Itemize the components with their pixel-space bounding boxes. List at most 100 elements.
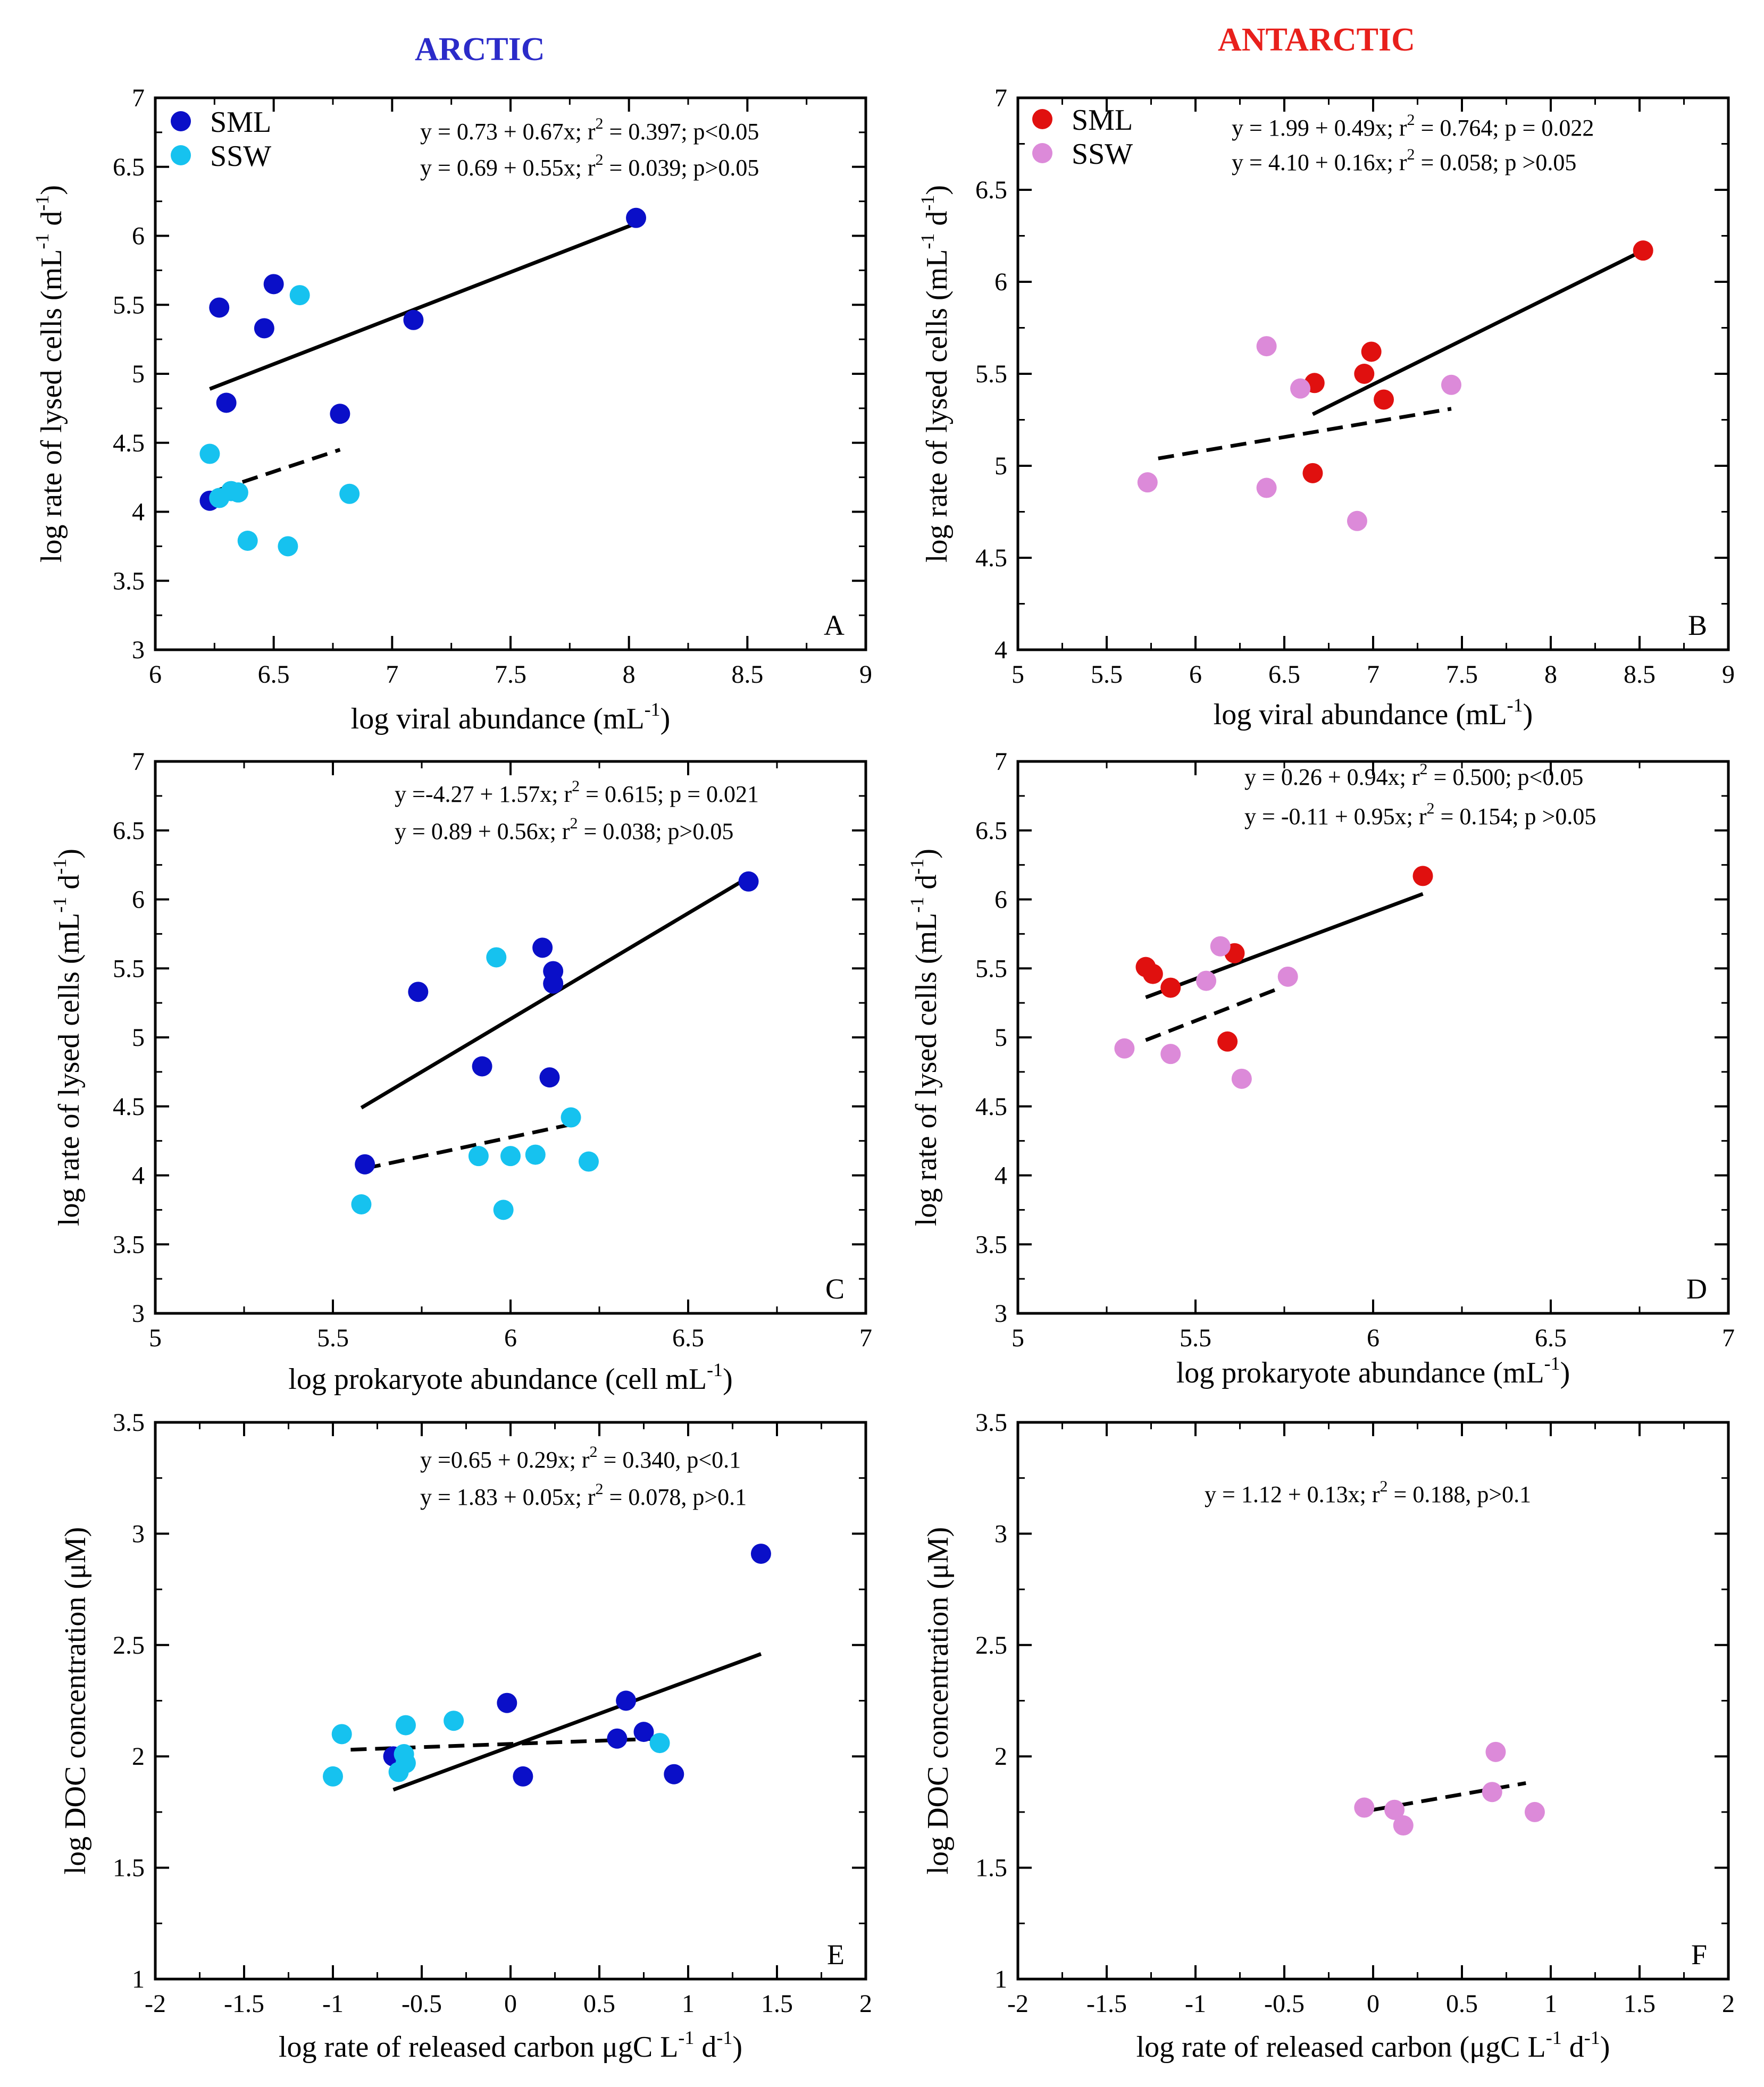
arctic-title: ARCTIC: [415, 31, 545, 68]
data-point-sml: [497, 1692, 517, 1713]
data-point-ssw: [1524, 1801, 1545, 1822]
y-tick-label: 5.5: [975, 360, 1007, 388]
legend-marker-ssw: [1032, 143, 1052, 163]
y-tick-label: 2: [994, 1742, 1007, 1771]
y-tick-label: 5: [132, 360, 145, 388]
x-tick-label: 7: [386, 660, 398, 689]
data-point-ssw: [1290, 378, 1311, 399]
fit-line-ssw: [1158, 407, 1452, 460]
y-tick-label: 3.5: [975, 1409, 1007, 1437]
x-tick-label: 9: [1722, 660, 1735, 689]
x-tick-label: 7: [1367, 660, 1380, 689]
data-point-sml: [254, 318, 274, 339]
data-point-sml: [1160, 977, 1181, 998]
x-tick-label: 7: [1722, 1324, 1735, 1352]
plot-frame: [1016, 760, 1730, 1315]
data-point-ssw: [1485, 1741, 1506, 1762]
legend-label: SML: [1072, 104, 1133, 137]
y-tick-label: 4.5: [113, 429, 145, 457]
data-point-ssw: [395, 1715, 416, 1736]
fit-line-sml: [1145, 892, 1424, 1000]
y-tick-label: 4: [994, 1162, 1007, 1190]
x-tick-label: 6: [1189, 660, 1202, 689]
data-point-ssw: [500, 1146, 521, 1167]
x-tick-label: 7.5: [1446, 660, 1478, 689]
y-tick-label: 3.5: [113, 1409, 145, 1437]
data-point-sml: [1374, 389, 1394, 410]
x-tick-label: -1.5: [1086, 1990, 1127, 2018]
y-tick-label: 3: [132, 636, 145, 664]
y-axis-label: log rate of lysed cells (mL-1 d-1): [49, 849, 86, 1226]
y-tick-label: 3.5: [113, 567, 145, 595]
data-point-ssw: [1196, 970, 1217, 991]
fit-line-sml: [392, 1652, 762, 1792]
x-tick-label: -0.5: [402, 1990, 442, 2018]
data-point-sml: [209, 297, 230, 318]
data-point-ssw: [351, 1194, 372, 1214]
data-point-ssw: [395, 1753, 416, 1773]
regression-equation: y =-4.27 + 1.57x; r2 = 0.615; p = 0.021: [395, 777, 759, 807]
x-tick-label: 0.5: [1446, 1990, 1478, 2018]
x-tick-label: 0: [1367, 1990, 1380, 2018]
data-point-sml: [607, 1728, 628, 1749]
x-tick-label: 6: [1367, 1324, 1380, 1352]
regression-equation: y = 4.10 + 0.16x; r2 = 0.058; p >0.05: [1232, 146, 1576, 175]
panel-E: -2 -1.5 -1 -0.5 0 0.5 1 1.5 2 1 1.5 2 2.5 3 3.5 log rat…: [59, 1409, 872, 2064]
data-point-ssw: [278, 536, 298, 557]
y-axis-label: log rate of lysed cells (mL-1 d-1): [906, 849, 943, 1226]
data-point-sml: [1633, 240, 1653, 261]
x-tick-label: 9: [859, 660, 872, 689]
data-point-ssw: [1393, 1815, 1414, 1836]
y-tick-label: 4.5: [975, 1093, 1007, 1121]
legend-marker-sml: [1032, 109, 1052, 129]
data-point-ssw: [1277, 966, 1298, 987]
fit-line-ssw: [1145, 987, 1278, 1042]
data-point-ssw: [339, 483, 360, 504]
fit-line-sml: [209, 221, 637, 391]
data-point-ssw: [1160, 1044, 1181, 1065]
x-tick-label: 5.5: [1180, 1324, 1211, 1352]
data-point-sml: [408, 982, 429, 1002]
x-tick-label: 6.5: [1535, 1324, 1567, 1352]
y-tick-label: 3.5: [975, 1230, 1007, 1259]
regression-equation: y = -0.11 + 0.95x; r2 = 0.154; p >0.05: [1244, 800, 1596, 829]
data-point-ssw: [486, 947, 507, 968]
y-tick-label: 7: [132, 748, 145, 776]
data-point-sml: [750, 1544, 771, 1564]
data-point-ssw: [561, 1107, 581, 1128]
panel-A: 6 6.5 7 7.5 8 8.5 9 3 3.5 4 4.5 5 5.5 6 6.5 7 log viral …: [31, 84, 872, 735]
x-tick-label: 5.5: [1091, 660, 1123, 689]
x-tick-label: 6.5: [258, 660, 290, 689]
x-axis-label: log viral abundance (mL-1): [351, 699, 671, 735]
legend-label: SSW: [1072, 138, 1133, 171]
data-point-sml: [472, 1056, 492, 1077]
data-point-ssw: [331, 1724, 352, 1745]
y-tick-label: 5: [994, 452, 1007, 480]
y-tick-label: 6: [132, 886, 145, 914]
y-tick-label: 2.5: [113, 1631, 145, 1659]
data-point-ssw: [1231, 1068, 1252, 1089]
regression-equation: y = 1.83 + 0.05x; r2 = 0.078, p>0.1: [420, 1480, 747, 1510]
y-tick-label: 6: [132, 222, 145, 250]
y-tick-label: 4.5: [113, 1093, 145, 1121]
y-tick-label: 3: [132, 1520, 145, 1548]
regression-equation: y = 0.69 + 0.55x; r2 = 0.039; p>0.05: [420, 151, 759, 181]
x-tick-label: -0.5: [1264, 1990, 1305, 2018]
data-point-sml: [1361, 341, 1382, 362]
y-tick-label: 6.5: [113, 817, 145, 845]
x-tick-label: 7: [859, 1324, 872, 1352]
data-point-sml: [664, 1764, 684, 1784]
x-tick-label: 8.5: [731, 660, 763, 689]
regression-equation: y = 1.12 + 0.13x; r2 = 0.188, p>0.1: [1205, 1478, 1531, 1507]
data-point-ssw: [323, 1766, 343, 1787]
x-tick-label: 8: [623, 660, 636, 689]
data-point-sml: [403, 309, 424, 330]
legend-label: SSW: [210, 140, 271, 173]
data-point-sml: [1354, 364, 1375, 384]
x-tick-label: 6.5: [672, 1324, 704, 1352]
panel-F: -2 -1.5 -1 -0.5 0 0.5 1 1.5 2 1 1.5 2 2.5 3 3.5 log rat…: [922, 1409, 1735, 2064]
x-tick-label: 8: [1544, 660, 1557, 689]
y-tick-label: 5: [132, 1024, 145, 1052]
x-axis-label: log prokaryote abundance (mL-1): [1176, 1353, 1570, 1389]
data-point-ssw: [525, 1144, 546, 1165]
